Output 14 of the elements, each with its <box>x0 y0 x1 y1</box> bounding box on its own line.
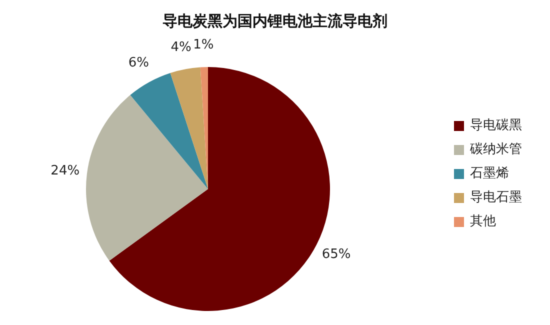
legend-label: 碳纳米管 <box>470 141 522 159</box>
legend-label: 导电石墨 <box>470 189 522 207</box>
legend-label: 石墨烯 <box>470 165 509 183</box>
data-label: 24% <box>50 163 80 178</box>
data-label: 1% <box>193 38 214 53</box>
legend-label: 导电碳黑 <box>470 117 522 135</box>
pie-slice <box>86 94 208 261</box>
data-label: 65% <box>322 246 351 262</box>
pie-slice <box>170 67 208 189</box>
chart-title: 导电炭黑为国内锂电池主流导电剂 <box>162 11 388 32</box>
data-label: 4% <box>170 40 192 56</box>
pie-slice <box>130 72 208 189</box>
data-label: 6% <box>128 55 149 70</box>
legend-label: 其他 <box>470 213 496 231</box>
